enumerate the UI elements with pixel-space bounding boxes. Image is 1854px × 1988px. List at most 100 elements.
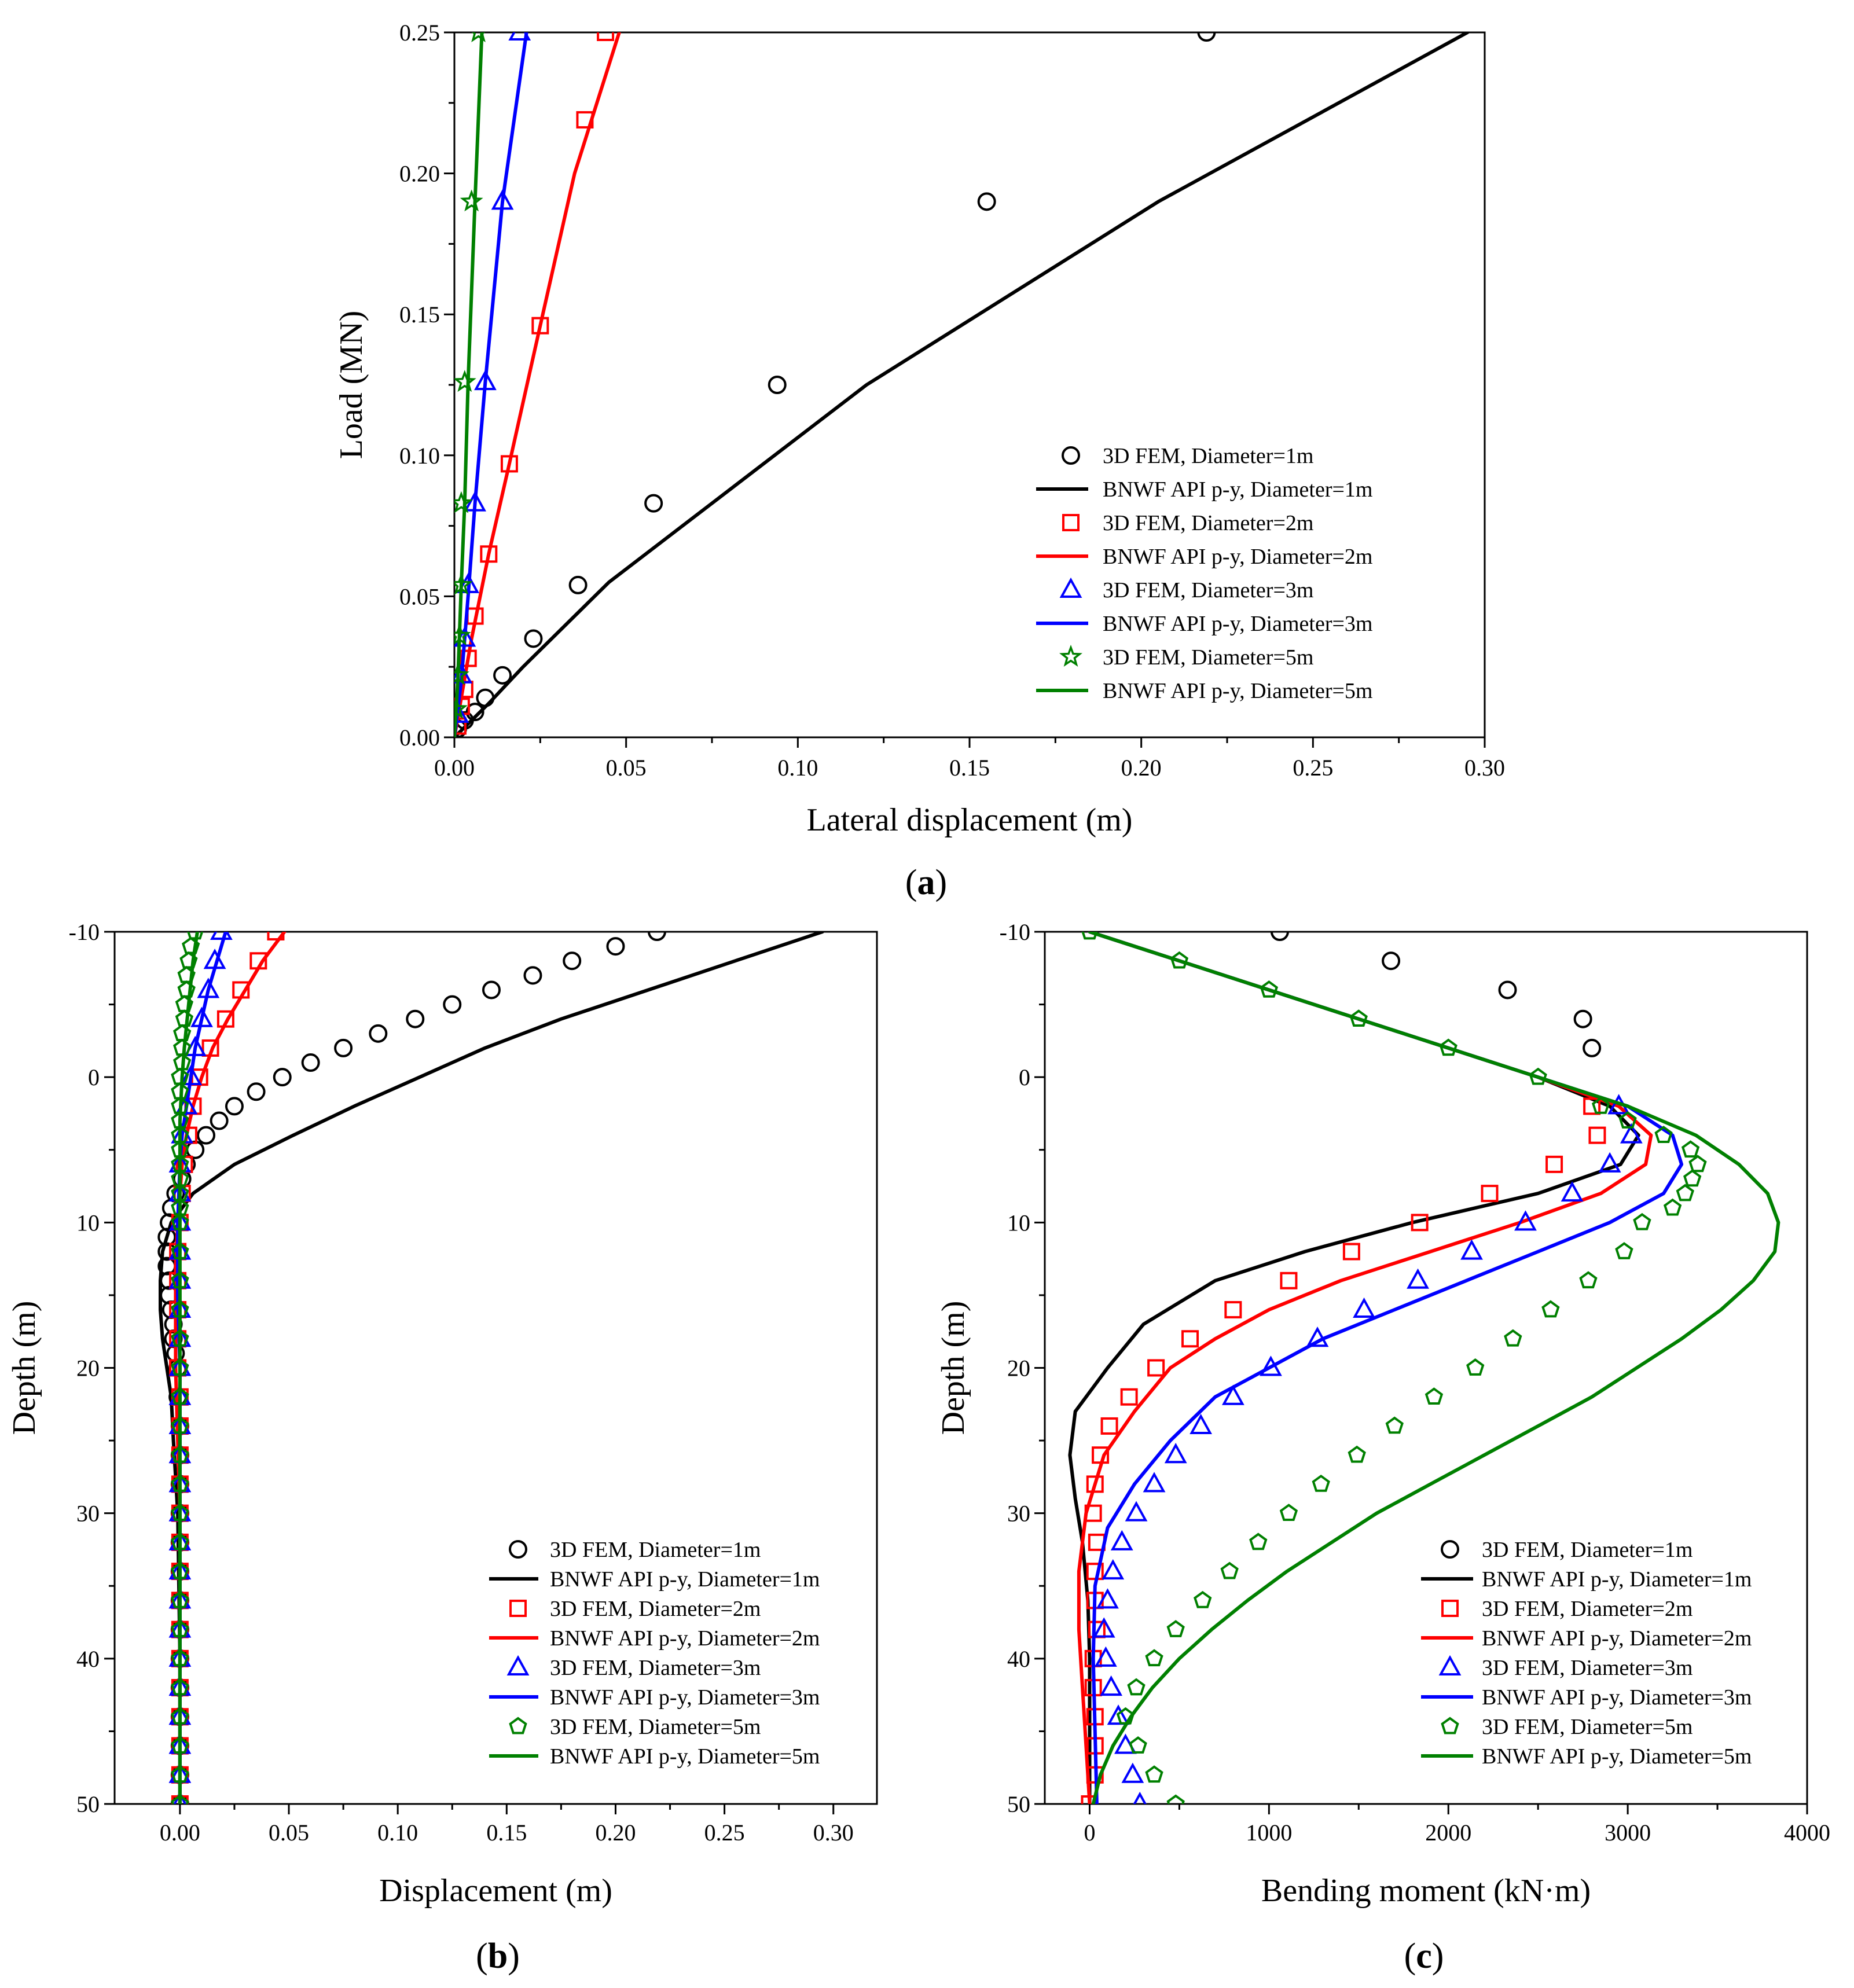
- data-point: [1654, 1126, 1673, 1143]
- series-line-7: [1088, 932, 1780, 1804]
- panel-label: (a): [905, 863, 947, 902]
- data-point: [1133, 1791, 1147, 1804]
- y-tick-label: 40: [76, 1646, 100, 1672]
- x-axis-label: Bending moment (kN·m): [1261, 1873, 1591, 1909]
- plot-frame: [113, 931, 878, 1805]
- legend: 3D FEM, Diameter=1m BNWF API p-y, Diamete…: [489, 1538, 820, 1769]
- data-point: [454, 491, 473, 513]
- panel-letter: b: [488, 1936, 508, 1976]
- series-line-7: [454, 32, 484, 737]
- data-point: [334, 1038, 353, 1057]
- data-point: [197, 1126, 216, 1145]
- x-tick-label: 0.30: [813, 1820, 854, 1846]
- data-point: [1411, 1214, 1429, 1232]
- data-point: [369, 1024, 388, 1043]
- y-tick-label: 0.20: [399, 161, 440, 187]
- x-tick-label: 0.10: [777, 755, 818, 781]
- series-line-3: [454, 32, 621, 737]
- data-point: [1681, 1140, 1700, 1158]
- data-point: [644, 494, 663, 513]
- data-point: [1588, 1126, 1606, 1144]
- y-tick-label: 40: [1007, 1646, 1030, 1672]
- data-point: [1185, 895, 1202, 911]
- data-point: [1081, 429, 1097, 446]
- x-tick-label: 0.10: [377, 1820, 418, 1846]
- data-point: [1081, 546, 1097, 562]
- data-point: [1092, 1617, 1115, 1638]
- panel-letter: c: [1416, 1936, 1432, 1976]
- data-point: [1194, 1590, 1212, 1608]
- data-point: [1100, 1417, 1118, 1435]
- data-point: [406, 1009, 425, 1028]
- chart-panel-b: 0.00 0.05 0.10 0.15 0.20 0.25 0.30 -10 0 10 20 30 40…: [6, 919, 878, 1976]
- data-point: [1120, 1388, 1138, 1406]
- x-tick-label: 0: [1084, 1820, 1095, 1846]
- data-point: [1270, 932, 1289, 941]
- legend-label: BNWF API p-y, Diameter=2m: [550, 1626, 820, 1651]
- data-point: [465, 703, 484, 722]
- panel-label: (c): [1404, 1936, 1444, 1976]
- legend-label: 3D FEM, Diameter=1m: [1482, 1538, 1693, 1562]
- legend-label: BNWF API p-y, Diameter=5m: [1482, 1744, 1752, 1769]
- data-point: [1081, 372, 1097, 388]
- series-line-7: [178, 932, 199, 1804]
- data-point: [1197, 32, 1216, 42]
- data-point: [1145, 1649, 1163, 1667]
- x-axis-label: Displacement (m): [379, 1873, 612, 1909]
- data-point: [1633, 1212, 1651, 1230]
- data-point: [1164, 1443, 1187, 1464]
- data-point: [1084, 604, 1100, 620]
- data-point: [563, 951, 582, 971]
- x-tick-label: 0.20: [595, 1820, 636, 1846]
- legend-label: BNWF API p-y, Diameter=3m: [550, 1685, 820, 1710]
- data-point: [267, 932, 285, 940]
- data-point: [1615, 1242, 1633, 1259]
- legend-marker-0: [1441, 1540, 1459, 1559]
- x-axis-label: Lateral displacement (m): [807, 802, 1133, 838]
- chart-panel-c: 0 1000 2000 3000 4000 -10 0 10 20 30 40 50 Bending m…: [935, 342, 1830, 1976]
- data-point: [1110, 1530, 1133, 1550]
- data-point: [225, 1097, 244, 1116]
- data-point: [1663, 1198, 1682, 1216]
- y-axis-label: Depth (m): [935, 1301, 971, 1435]
- y-axis-label: Load (MN): [333, 311, 369, 460]
- data-point: [186, 1140, 205, 1159]
- data-point: [175, 1009, 194, 1027]
- data-point: [1279, 1504, 1298, 1521]
- data-point: [1096, 836, 1112, 852]
- data-point: [1407, 1268, 1429, 1289]
- x-tick-label: 3000: [1605, 1820, 1651, 1846]
- legend-label: BNWF API p-y, Diameter=2m: [1482, 1626, 1752, 1651]
- data-point: [1573, 1009, 1592, 1028]
- y-tick-label: 30: [76, 1501, 100, 1527]
- legend-marker-6: [1441, 1717, 1459, 1735]
- y-tick-label: 0.15: [399, 302, 440, 328]
- x-tick-label: 0.15: [949, 755, 990, 781]
- data-point: [157, 1228, 177, 1247]
- data-point: [1145, 1765, 1163, 1783]
- legend-label: 3D FEM, Diameter=3m: [550, 1656, 761, 1680]
- data-point: [454, 370, 476, 392]
- data-point: [1086, 1475, 1104, 1493]
- data-point: [172, 1038, 192, 1056]
- data-point: [1097, 749, 1114, 766]
- data-point: [210, 1111, 229, 1130]
- data-point: [508, 32, 531, 41]
- legend-marker-0: [509, 1540, 527, 1559]
- legend-marker-4: [506, 1655, 530, 1675]
- data-point: [1504, 1329, 1522, 1347]
- legend-marker-2: [1441, 1600, 1459, 1617]
- data-point: [1224, 1301, 1242, 1319]
- data-point: [1385, 1416, 1404, 1434]
- plot-area: [157, 932, 824, 1804]
- data-point: [1353, 1297, 1375, 1318]
- y-tick-label: 0.00: [399, 725, 440, 751]
- data-point: [1129, 1736, 1147, 1754]
- data-point: [1081, 342, 1097, 358]
- data-point: [1460, 1239, 1483, 1260]
- data-point: [493, 666, 512, 685]
- data-point: [1102, 1559, 1125, 1580]
- x-tick-label: 0.30: [1464, 755, 1505, 781]
- series-line-1: [454, 32, 1470, 737]
